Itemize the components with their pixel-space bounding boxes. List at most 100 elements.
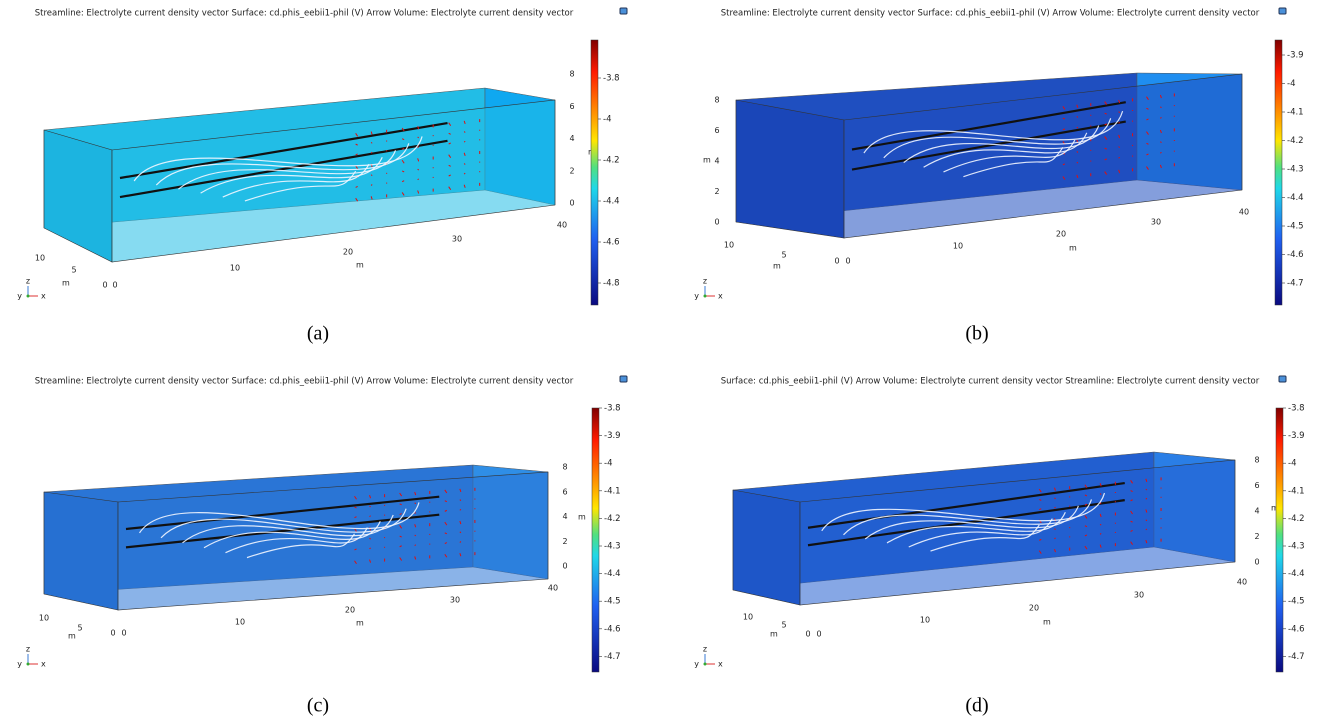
x-tick-label: 10	[235, 618, 245, 627]
arrow	[1076, 116, 1079, 118]
arrow	[354, 506, 357, 509]
arrow	[399, 557, 403, 561]
electrode	[807, 481, 1125, 529]
arrow	[1039, 538, 1042, 541]
arrow	[463, 140, 466, 143]
x-tick-label: 20	[1029, 604, 1039, 613]
z-tick-label: 0	[1254, 558, 1259, 567]
arrow	[399, 525, 403, 529]
x-unit: m	[356, 261, 364, 270]
colorbar	[591, 407, 600, 673]
streamline	[883, 118, 1112, 159]
arrow	[463, 131, 466, 133]
arrow	[459, 541, 462, 543]
arrow	[1130, 541, 1134, 545]
streamline	[943, 139, 1076, 173]
arrow	[369, 495, 372, 499]
x-tick-label: 40	[1239, 208, 1249, 217]
caption: (b)	[965, 323, 988, 345]
arrow	[444, 509, 448, 512]
arrow	[399, 492, 403, 497]
x-tick-label: 10	[230, 264, 240, 273]
panel-title: Surface: cd.phis_eebii1-phil (V) Arrow V…	[721, 377, 1260, 387]
arrow	[459, 520, 462, 525]
colorbar-tick-label: -4.6	[604, 624, 621, 634]
arrow	[444, 553, 448, 558]
arrow	[401, 170, 405, 173]
y-unit: m	[68, 632, 76, 641]
arrow	[444, 542, 448, 544]
arrow	[414, 512, 417, 514]
arrow	[459, 531, 462, 534]
front-face	[799, 459, 1236, 606]
y-tick-label: 10	[39, 614, 49, 623]
arrow	[1145, 519, 1148, 522]
colorbar-tick-label: -4.4	[1288, 569, 1305, 579]
z-tick-label: 4	[569, 134, 574, 143]
arrow	[399, 513, 402, 516]
front-face	[843, 73, 1243, 239]
colorbar-tick-label: -4.2	[603, 156, 620, 166]
y-tick-label: 5	[77, 624, 82, 633]
streamline	[908, 518, 1053, 548]
z-tick-label: 8	[569, 70, 574, 79]
arrow	[1159, 164, 1162, 169]
streamline	[963, 146, 1064, 178]
arrow	[1099, 513, 1102, 518]
arrow	[463, 120, 466, 125]
x-tick-label: 0	[845, 257, 850, 266]
streamline	[930, 524, 1040, 552]
colorbar-tick-label: -3.8	[1288, 404, 1305, 414]
arrow	[369, 559, 372, 563]
y-tick-label: 5	[71, 266, 76, 275]
arrow	[1076, 151, 1079, 153]
arrow	[1146, 118, 1149, 121]
x-tick-label: 0	[121, 629, 126, 638]
colorbar-tick-label: -3.8	[603, 74, 620, 84]
colorbar-tick-label: -4.7	[604, 652, 621, 662]
triad-z-label: z	[703, 645, 707, 654]
colorbar-tick-label: -4.4	[604, 569, 621, 579]
z-tick-label: 6	[569, 102, 574, 111]
arrow	[1104, 101, 1108, 105]
z-tick-label: 0	[562, 562, 567, 571]
arrow	[1076, 161, 1079, 164]
arrow	[1104, 147, 1107, 150]
arrow	[1076, 126, 1079, 129]
x-unit: m	[1069, 244, 1077, 253]
electrode	[119, 121, 448, 180]
colorbar-tick-label: -4.1	[1287, 108, 1304, 118]
arrow	[401, 192, 405, 196]
y-tick-label: 5	[781, 251, 786, 260]
arrow	[370, 196, 373, 200]
triad-x-label: x	[718, 292, 723, 301]
arrow	[417, 126, 420, 130]
arrow	[1118, 134, 1121, 139]
arrow	[1076, 174, 1079, 179]
arrow	[417, 178, 420, 181]
arrow	[1099, 493, 1102, 495]
arrow	[1146, 96, 1149, 100]
arrow	[1130, 520, 1133, 523]
arrow	[417, 136, 420, 139]
x-tick-label: 40	[548, 584, 558, 593]
arrow	[1145, 478, 1148, 482]
arrow	[1146, 131, 1149, 135]
x-unit: m	[356, 619, 364, 628]
front-face	[117, 471, 549, 611]
arrow	[1062, 117, 1066, 120]
arrow	[369, 537, 371, 540]
arrow	[1062, 163, 1066, 166]
arrow	[1130, 480, 1134, 484]
arrow	[1104, 123, 1107, 126]
arrow	[417, 146, 420, 149]
box-3d	[732, 451, 1236, 606]
panel-title: Streamline: Electrolyte current density …	[35, 9, 574, 19]
arrow	[370, 131, 373, 135]
z-tick-label: 2	[569, 166, 574, 175]
colorbar-tick-label: -4.2	[1287, 136, 1304, 146]
arrow	[401, 127, 405, 132]
arrow	[1054, 497, 1056, 500]
arrow	[1118, 156, 1120, 159]
colorbar-tick-label: -4	[604, 459, 612, 469]
